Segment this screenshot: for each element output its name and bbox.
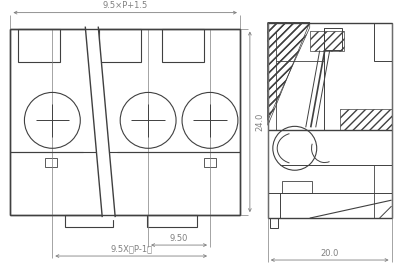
Bar	[65, 215, 113, 227]
Bar	[282, 181, 312, 193]
Bar	[204, 158, 216, 167]
Bar	[45, 158, 57, 167]
Text: 20.0: 20.0	[320, 248, 339, 258]
Bar	[147, 215, 197, 227]
Bar	[340, 109, 392, 130]
Text: 9.5X（P-1）: 9.5X（P-1）	[110, 244, 152, 254]
Text: 9.50: 9.50	[170, 234, 188, 243]
Bar	[374, 23, 392, 61]
Bar	[10, 29, 240, 215]
Bar	[268, 23, 392, 218]
Bar	[310, 31, 344, 51]
Text: 9.5×P+1.5: 9.5×P+1.5	[102, 1, 148, 10]
Bar	[162, 29, 204, 62]
Bar	[99, 29, 141, 62]
Polygon shape	[85, 24, 115, 220]
Text: 24.0: 24.0	[256, 113, 265, 131]
Bar	[18, 29, 60, 62]
Bar	[270, 218, 278, 228]
Bar	[324, 28, 342, 50]
